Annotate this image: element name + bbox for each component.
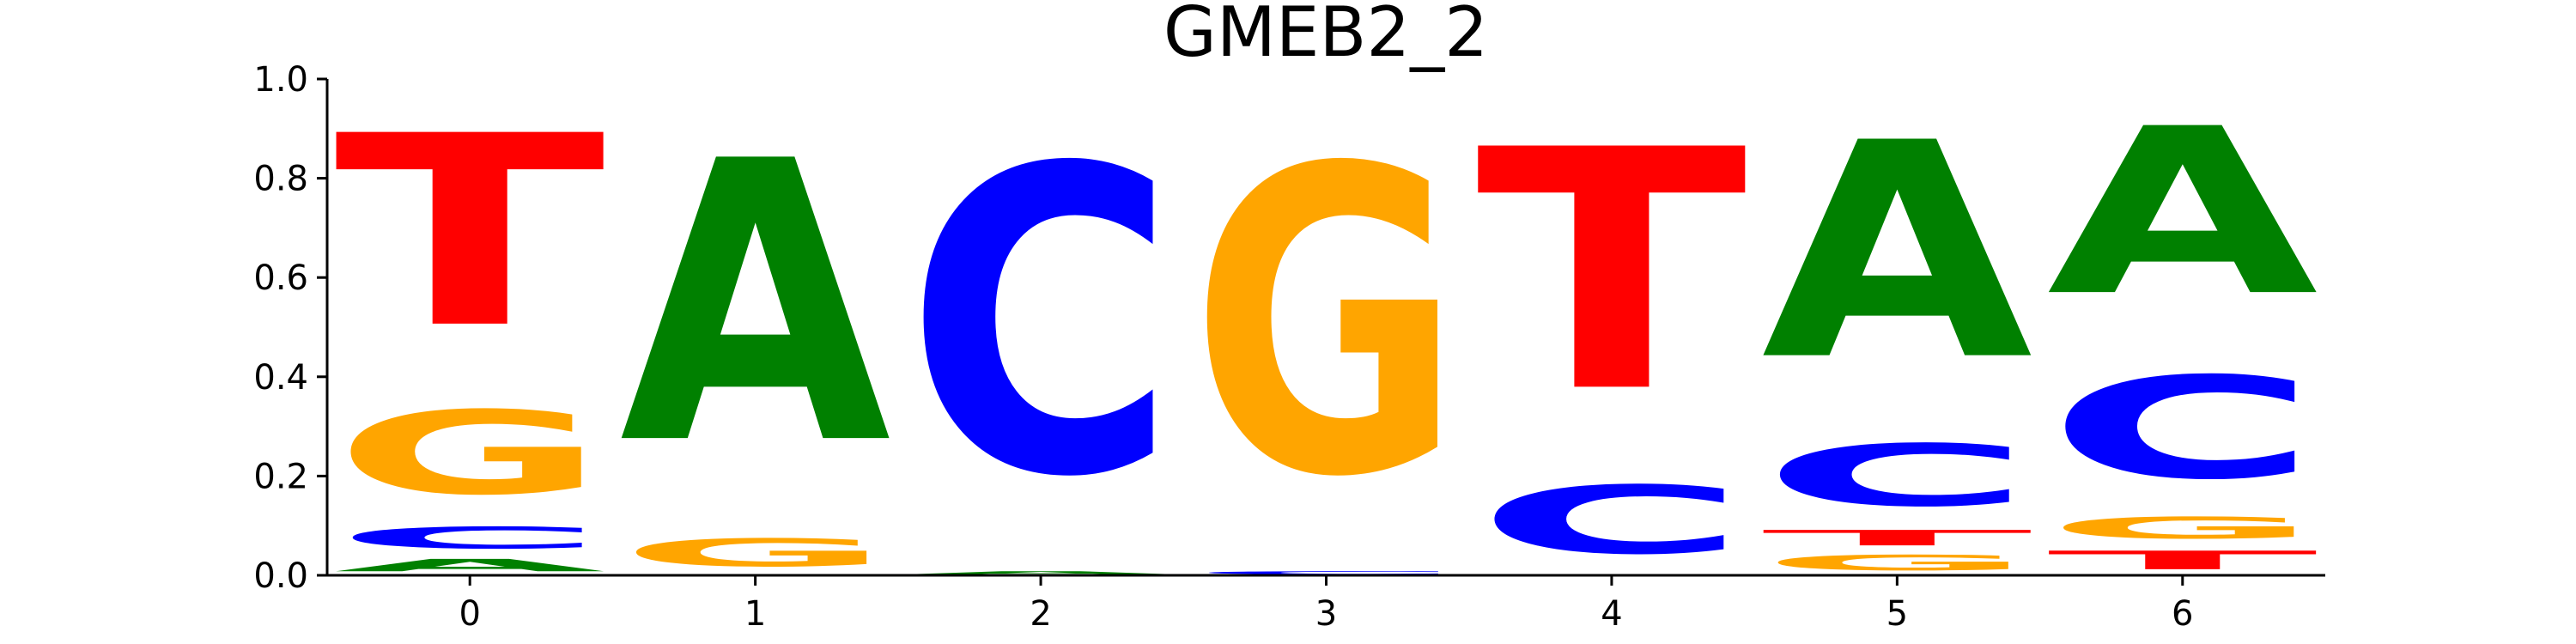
y-tick-label: 0.8 (253, 160, 308, 199)
x-tick-label: 6 (2172, 594, 2193, 634)
logo-letter-A-pos-1: A (620, 81, 894, 530)
logo-letter-G-pos-1: G (620, 531, 891, 575)
logo-letter-G-pos-3: G (1191, 80, 1462, 568)
logo-letter-C-pos-2: C (905, 79, 1176, 568)
logo-letter-T-pos-0: T (334, 80, 607, 386)
logo-letter-C-pos-3: C (1191, 570, 1462, 575)
x-tick-label: 3 (1315, 594, 1337, 634)
axes: 0.0 0.2 0.4 0.6 0.8 1.0 0 1 2 3 4 5 6 (253, 60, 2325, 634)
y-tick-label: 0.2 (253, 457, 308, 496)
logo-letter-G-pos-5: G (1761, 550, 2032, 575)
logo-letter-A-pos-5: A (1761, 81, 2035, 426)
logo-letter-T-pos-6: T (2047, 546, 2320, 575)
y-tick-label: 1.0 (253, 60, 308, 100)
y-tick-label: 0.4 (253, 358, 308, 398)
y-tick-label: 0.0 (253, 556, 308, 596)
x-tick-label: 5 (1886, 594, 1908, 634)
logo-letter-A-pos-6: A (2047, 80, 2321, 346)
x-tick-label: 2 (1030, 594, 1051, 634)
logo-letter-A-pos-0: A (334, 556, 608, 575)
logo-letter-C-pos-5: C (1761, 427, 2032, 526)
x-tick-label: 0 (459, 594, 480, 634)
logo-letter-A-pos-2: A (905, 570, 1179, 575)
chart-title: GMEB2_2 (1163, 0, 1488, 72)
x-tick-label: 4 (1601, 594, 1622, 634)
logo-letter-T-pos-5: T (1761, 526, 2034, 550)
logo-letter-T-pos-4: T (1476, 81, 1749, 465)
logo-letter-G-pos-6: G (2047, 511, 2318, 545)
logo-letter-C-pos-0: C (334, 521, 605, 556)
x-tick-label: 1 (744, 594, 766, 634)
logo-letter-C-pos-4: C (1476, 466, 1747, 574)
logo-letter-G-pos-0: G (334, 387, 605, 520)
logo-letter-C-pos-6: C (2047, 347, 2318, 510)
y-tick-label: 0.6 (253, 258, 308, 298)
